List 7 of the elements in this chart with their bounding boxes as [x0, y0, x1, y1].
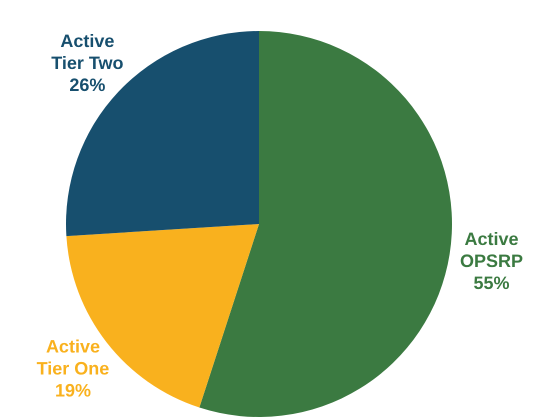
data-label: 19% — [54, 380, 91, 400]
slice-label: Active OPSRP — [460, 228, 524, 271]
pie-slice — [199, 31, 452, 417]
data-label: 26% — [69, 74, 106, 95]
data-label: 55% — [474, 272, 510, 293]
slice-label: Active Tier One — [36, 336, 110, 378]
slice-label: Active Tier Two — [51, 30, 124, 73]
